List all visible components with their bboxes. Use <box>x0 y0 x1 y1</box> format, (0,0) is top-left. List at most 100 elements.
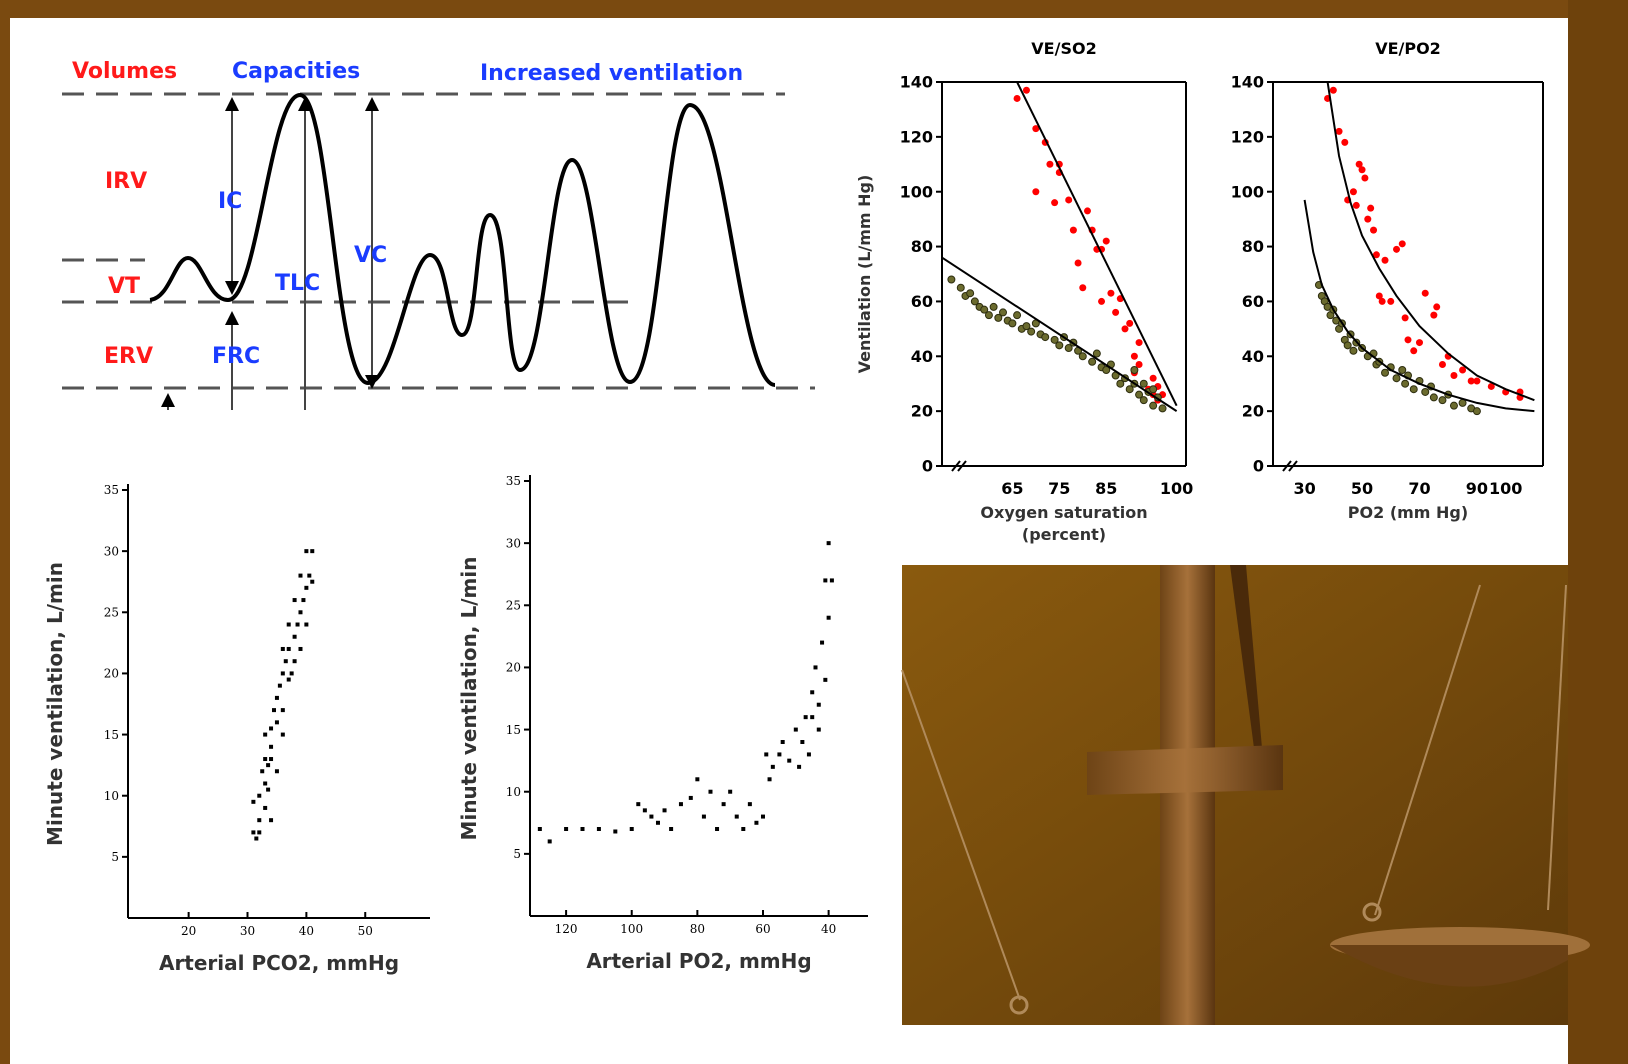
x-axis-label: (percent) <box>1022 525 1106 544</box>
data-point <box>1415 339 1423 347</box>
x-tick-label: 65 <box>1001 479 1023 498</box>
data-point <box>1361 174 1369 182</box>
x-tick-label: 70 <box>1408 479 1430 498</box>
y-tick-label: 5 <box>513 847 521 861</box>
x-tick-label: 120 <box>555 922 578 936</box>
data-point <box>1013 311 1022 320</box>
picture-string <box>1547 584 1567 911</box>
data-point <box>1055 341 1064 350</box>
x-tick-label: 100 <box>1489 479 1522 498</box>
data-point <box>1149 374 1157 382</box>
x-tick-label: 90 <box>1466 479 1488 498</box>
data-point <box>280 671 285 676</box>
chart-title: VE/SO2 <box>1031 39 1096 58</box>
y-tick-label: 15 <box>506 723 521 737</box>
x-tick-label: 80 <box>690 922 705 936</box>
x-tick-label: 30 <box>240 924 255 938</box>
data-point <box>747 802 752 807</box>
data-point <box>728 789 733 794</box>
diagram-label: ERV <box>104 344 153 369</box>
data-point <box>994 313 1003 322</box>
data-point <box>1126 319 1134 327</box>
data-point <box>970 297 979 306</box>
data-point <box>1074 259 1082 267</box>
data-point <box>307 573 312 578</box>
data-point <box>304 585 309 590</box>
data-point <box>613 829 618 834</box>
data-point <box>810 715 815 720</box>
data-point <box>1421 289 1429 297</box>
x-tick-label: 40 <box>299 924 314 938</box>
data-point <box>1335 127 1343 135</box>
data-point <box>596 827 601 831</box>
y-tick-label: 25 <box>506 598 521 612</box>
data-point <box>1027 327 1036 336</box>
data-point <box>695 777 700 782</box>
data-point <box>1078 352 1087 361</box>
diagram-label: IC <box>218 189 242 214</box>
data-point <box>271 708 276 713</box>
data-point <box>289 671 294 676</box>
x-axis-label: Arterial PO2, mmHg <box>586 949 811 973</box>
data-point <box>1370 226 1378 234</box>
y-tick-label: 60 <box>911 292 933 311</box>
data-point <box>1381 368 1390 377</box>
data-point <box>999 308 1007 317</box>
data-point <box>310 549 315 554</box>
picture-pole <box>1160 565 1215 1025</box>
diagram-label: IRV <box>105 169 147 194</box>
data-point <box>767 777 772 782</box>
data-point <box>708 789 713 794</box>
data-point <box>1102 366 1111 374</box>
data-point <box>1065 196 1073 204</box>
data-point <box>1116 379 1125 388</box>
data-point <box>1083 207 1091 215</box>
axis-break <box>951 460 967 472</box>
y-tick-label: 30 <box>104 544 119 558</box>
y-tick-label: 40 <box>911 347 933 366</box>
y-tick-label: 140 <box>900 73 933 92</box>
fit-line <box>1016 82 1178 407</box>
data-point <box>1092 349 1101 358</box>
data-point <box>1107 289 1115 297</box>
data-point <box>1421 387 1430 396</box>
data-point <box>263 781 268 786</box>
data-point <box>1409 385 1418 394</box>
data-point <box>269 818 274 823</box>
data-point <box>1343 341 1352 350</box>
data-point <box>826 615 831 620</box>
data-point <box>295 622 300 627</box>
data-point <box>803 715 808 720</box>
data-point <box>810 690 815 695</box>
spirogram-curve <box>149 92 776 387</box>
data-point <box>1358 166 1366 174</box>
data-point <box>1125 385 1134 394</box>
data-point <box>286 622 291 627</box>
data-point <box>642 808 647 813</box>
x-tick-label: 60 <box>755 922 770 936</box>
y-tick-label: 35 <box>506 474 521 488</box>
data-point <box>1349 346 1358 355</box>
data-point <box>269 744 274 749</box>
data-point <box>629 827 634 831</box>
data-point <box>1098 297 1106 305</box>
data-point <box>1329 86 1337 94</box>
y-tick-label: 20 <box>104 667 119 681</box>
spirogram <box>62 92 815 390</box>
y-tick-label: 100 <box>1231 182 1264 201</box>
y-tick-label: 20 <box>911 402 933 421</box>
diagram-label: Capacities <box>232 59 360 84</box>
y-tick-label: 35 <box>104 483 119 497</box>
data-point <box>274 769 279 774</box>
y-tick-label: 0 <box>922 457 933 476</box>
x-axis-label: PO2 (mm Hg) <box>1348 503 1468 522</box>
data-point <box>770 764 775 769</box>
data-point <box>688 795 693 800</box>
right-strip <box>1568 0 1628 1064</box>
data-point <box>1135 339 1143 347</box>
fit-line <box>1303 199 1535 413</box>
data-point <box>1473 377 1481 385</box>
diagram-label: VC <box>354 243 387 268</box>
data-point <box>1149 385 1158 394</box>
data-point <box>1139 379 1148 388</box>
